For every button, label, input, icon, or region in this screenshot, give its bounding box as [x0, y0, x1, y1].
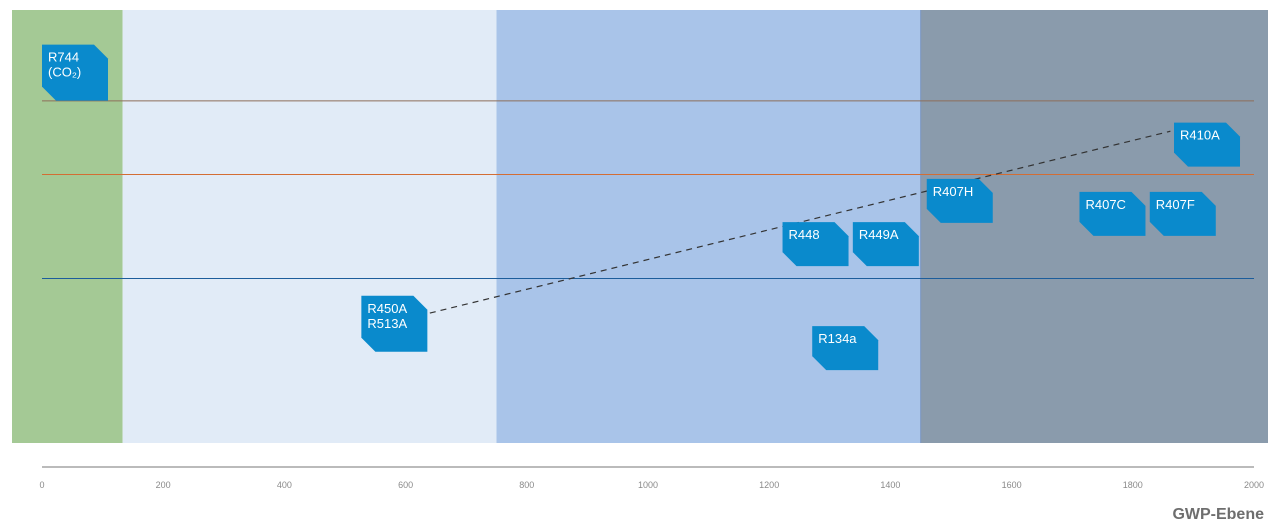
- tag-label: R134a: [818, 331, 857, 346]
- gwp-zones: [12, 10, 1268, 443]
- tag-r407c: R407C: [1079, 192, 1145, 236]
- x-tick-label: 1000: [638, 480, 658, 490]
- x-axis-title: GWP-Ebene: [1172, 506, 1264, 523]
- tag-label: R448: [789, 227, 820, 242]
- x-tick-label: 800: [519, 480, 534, 490]
- x-tick-label: 600: [398, 480, 413, 490]
- gwp-zone-2: [123, 10, 497, 443]
- tag-label: R513A: [367, 316, 407, 331]
- x-tick-label: 200: [156, 480, 171, 490]
- tag-r744: R744(CO₂): [42, 45, 108, 101]
- tag-r449a: R449A: [853, 222, 919, 266]
- tag-r448: R448: [783, 222, 849, 266]
- tag-r134a: R134a: [812, 326, 878, 370]
- x-tick-label: 1600: [1002, 480, 1022, 490]
- tag-label: R407C: [1085, 197, 1125, 212]
- x-tick-label: 2000: [1244, 480, 1264, 490]
- tag-label: R407H: [933, 184, 973, 199]
- x-tick-label: 0: [39, 480, 44, 490]
- tag-r407h: R407H: [927, 179, 993, 223]
- tag-label: R449A: [859, 227, 899, 242]
- tag-label: R450A: [367, 301, 407, 316]
- tag-r407f: R407F: [1150, 192, 1216, 236]
- x-tick-label: 1200: [759, 480, 779, 490]
- tag-label: R410A: [1180, 128, 1220, 143]
- tag-r410a: R410A: [1174, 123, 1240, 167]
- x-tick-label: 400: [277, 480, 292, 490]
- tag-label: R744: [48, 50, 79, 65]
- x-axis: 0 200 400 600 800 1000 1200 1400 1600 1800 2000: [39, 467, 1264, 490]
- x-tick-label: 1800: [1123, 480, 1143, 490]
- x-tick-label: 1400: [880, 480, 900, 490]
- tag-label: (CO₂): [48, 65, 81, 80]
- tag-label: R407F: [1156, 197, 1195, 212]
